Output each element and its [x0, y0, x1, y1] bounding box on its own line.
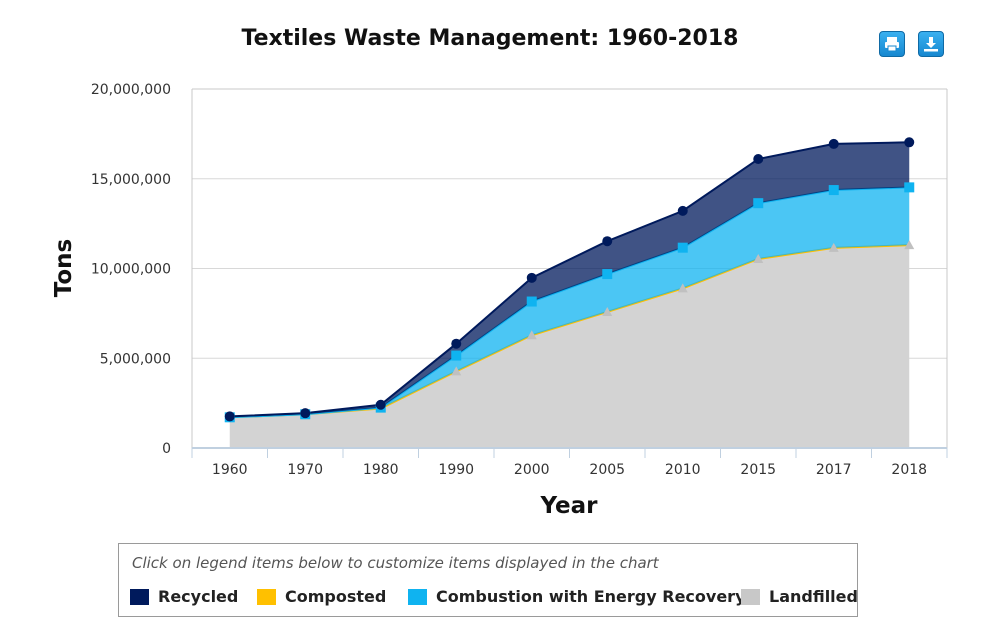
legend-item-recycled[interactable]: Recycled — [130, 587, 238, 606]
legend-label: Composted — [285, 587, 387, 606]
point-recycled — [677, 205, 688, 216]
legend-swatch-composted — [257, 588, 276, 605]
x-tick-label: 1970 — [287, 462, 323, 478]
y-tick-label: 15,000,000 — [91, 172, 171, 188]
point-combustion — [526, 296, 537, 307]
x-tick-label: 1960 — [212, 462, 248, 478]
series-markers — [224, 137, 915, 423]
point-combustion — [753, 198, 764, 209]
point-recycled — [451, 338, 462, 349]
axes: 0 5,000,000 10,000,000 15,000,000 20,000,000… — [91, 82, 948, 478]
y-tick-label: 20,000,000 — [91, 82, 171, 98]
point-recycled — [828, 138, 839, 149]
area-combustion — [229, 187, 910, 418]
point-combustion — [828, 185, 839, 196]
chart-title: Textiles Waste Management: 1960-2018 — [241, 26, 739, 51]
point-recycled — [753, 154, 764, 165]
x-tick-label: 2015 — [740, 462, 776, 478]
x-tick-label: 1980 — [363, 462, 399, 478]
point-recycled — [526, 272, 537, 283]
point-recycled — [375, 399, 386, 410]
x-axis-title: Year — [539, 493, 598, 519]
legend-item-landfilled[interactable]: Landfilled — [741, 587, 858, 606]
legend-swatch-landfilled — [741, 588, 760, 605]
legend-label: Recycled — [158, 587, 239, 606]
point-recycled — [224, 411, 235, 422]
point-recycled — [300, 408, 311, 419]
point-landfilled — [451, 366, 462, 376]
point-recycled — [602, 236, 613, 247]
print-button[interactable] — [879, 31, 905, 57]
point-landfilled — [526, 330, 537, 340]
legend-item-composted[interactable]: Composted — [257, 587, 386, 606]
line-recycled — [229, 141, 910, 418]
chart-plot: 0 5,000,000 10,000,000 15,000,000 20,000,000… — [51, 82, 948, 519]
area-series — [229, 141, 910, 448]
point-combustion — [602, 269, 613, 280]
point-combustion — [677, 242, 688, 253]
legend-hint: Click on legend items below to customize… — [132, 554, 659, 572]
point-landfilled — [828, 242, 839, 252]
legend-label: Landfilled — [769, 587, 858, 606]
point-landfilled — [602, 306, 613, 316]
legend-item-combustion[interactable]: Combustion with Energy Recovery — [408, 587, 746, 606]
x-tick-label: 2005 — [589, 462, 625, 478]
y-tick-label: 10,000,000 — [91, 262, 171, 278]
x-tick-label: 2017 — [816, 462, 852, 478]
legend-label: Combustion with Energy Recovery — [436, 587, 746, 606]
legend: Click on legend items below to customize… — [118, 543, 858, 617]
legend-swatch-combustion — [408, 588, 427, 605]
print-icon — [885, 37, 899, 52]
point-combustion — [451, 350, 462, 361]
y-tick-label: 0 — [162, 441, 171, 457]
download-button[interactable] — [918, 31, 944, 57]
point-combustion — [904, 182, 915, 193]
y-axis-title: Tons — [51, 239, 77, 298]
x-tick-label: 2000 — [514, 462, 550, 478]
area-recycled — [229, 142, 910, 418]
x-tick-label: 2010 — [665, 462, 701, 478]
area-landfilled — [229, 245, 910, 448]
x-tick-label: 2018 — [891, 462, 927, 478]
point-recycled — [904, 137, 915, 148]
x-tick-label: 1990 — [438, 462, 474, 478]
legend-swatch-recycled — [130, 588, 149, 605]
download-icon — [924, 37, 938, 52]
y-tick-label: 5,000,000 — [100, 351, 171, 367]
point-landfilled — [753, 253, 764, 263]
point-landfilled — [677, 283, 688, 293]
point-landfilled — [904, 240, 915, 250]
